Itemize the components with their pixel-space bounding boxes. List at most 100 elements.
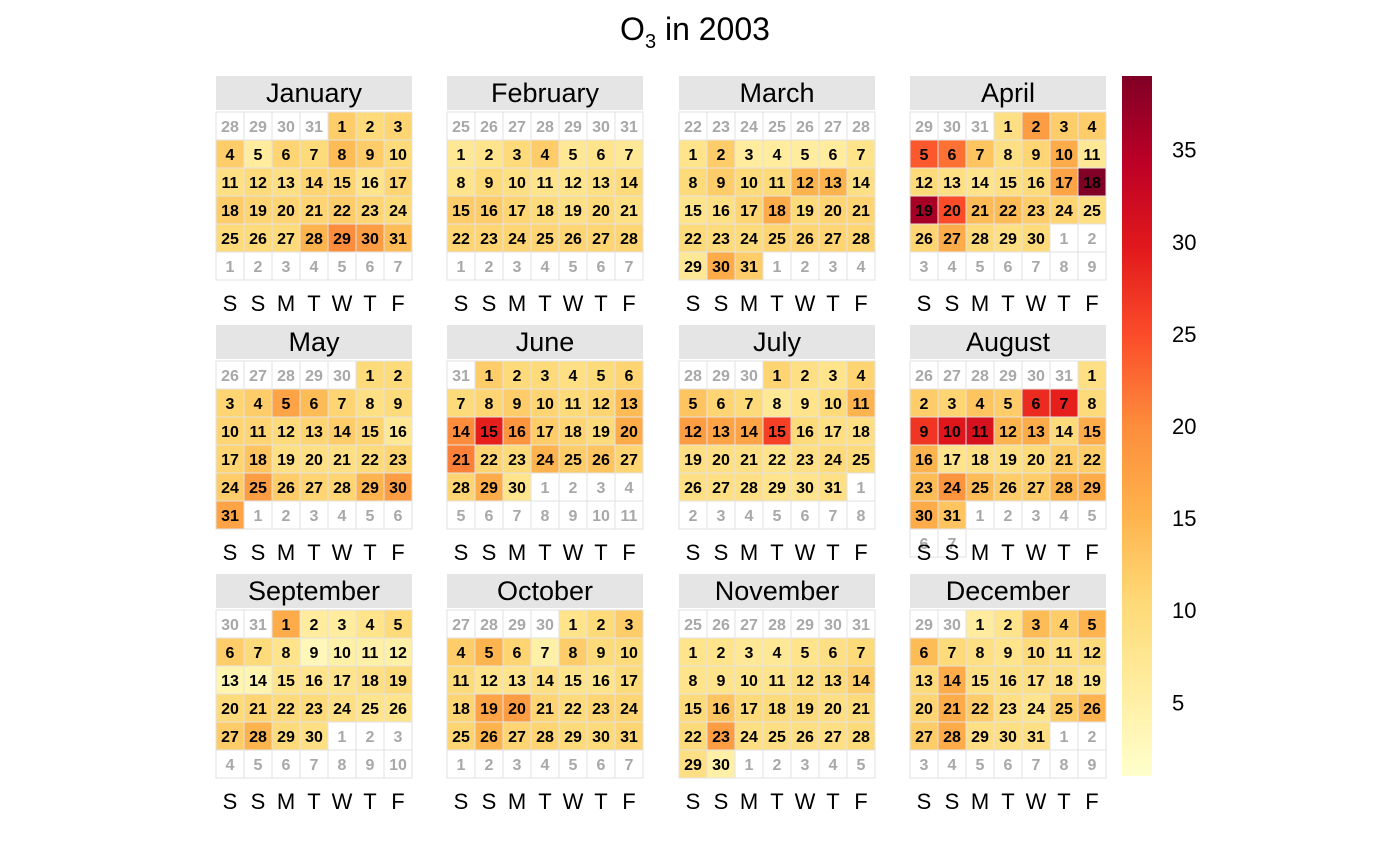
day-number: 31 [943,508,961,525]
day-number: 16 [999,673,1017,690]
day-number: 25 [361,701,379,718]
day-number: 30 [943,617,961,634]
weekday-label: W [563,291,584,316]
day-cell [1021,111,1051,141]
day-cell [678,388,708,418]
day-number: 9 [366,147,375,164]
day-number: 17 [389,175,407,192]
month-title-strip [216,76,412,110]
day-number: 2 [366,729,375,746]
day-number: 9 [366,757,375,774]
day-number: 2 [920,396,929,413]
day-cell [474,167,504,197]
day-number: 4 [745,508,754,525]
day-cell [614,693,644,723]
day-cell [909,693,939,723]
day-number: 16 [508,424,526,441]
month-title-strip [910,76,1106,110]
weekday-label: M [740,789,758,814]
adjacent-month-day-cell [762,749,792,779]
day-number: 13 [712,424,730,441]
day-cell [993,665,1023,695]
day-number: 2 [254,259,263,276]
day-number: 21 [249,701,267,718]
day-number: 10 [221,424,239,441]
day-number: 13 [305,424,323,441]
day-cell [271,195,301,225]
day-number: 17 [943,452,961,469]
day-number: 16 [712,203,730,220]
day-number: 23 [480,231,498,248]
day-number: 12 [1083,645,1101,662]
day-number: 10 [1055,147,1073,164]
weekday-label: S [454,789,469,814]
day-number: 24 [333,701,351,718]
day-number: 9 [597,645,606,662]
day-number: 9 [485,175,494,192]
day-number: 19 [480,701,498,718]
day-cell [1077,195,1107,225]
day-number: 30 [508,480,526,497]
day-cell [215,139,245,169]
day-number: 6 [513,645,522,662]
day-number: 27 [915,729,933,746]
weekday-label: S [945,540,960,565]
adjacent-month-day-cell [355,721,385,751]
weekday-label: M [971,789,989,814]
day-cell [1049,139,1079,169]
day-number: 4 [569,368,578,385]
day-number: 5 [485,645,494,662]
day-number: 11 [769,673,786,690]
day-number: 3 [920,259,929,276]
day-cell [243,388,273,418]
day-number: 7 [745,396,754,413]
adjacent-month-day-cell [502,251,532,281]
day-number: 25 [452,729,470,746]
day-number: 22 [277,701,295,718]
day-number: 25 [221,231,239,248]
month-title: June [516,327,575,357]
day-cell [1049,609,1079,639]
day-number: 16 [389,424,407,441]
day-cell [846,167,876,197]
day-cell [678,749,708,779]
day-cell [965,139,995,169]
day-number: 1 [689,147,698,164]
day-cell [327,167,357,197]
adjacent-month-day-cell [243,360,273,390]
day-number: 29 [915,119,933,136]
day-number: 15 [277,673,295,690]
adjacent-month-day-cell [383,749,413,779]
weekday-label: T [363,789,376,814]
day-number: 3 [801,757,810,774]
day-number: 1 [338,729,347,746]
month-title: April [981,78,1035,108]
day-cell [762,472,792,502]
adjacent-month-day-cell [1077,721,1107,751]
weekday-label: T [770,540,783,565]
day-number: 6 [282,757,291,774]
day-number: 5 [1088,617,1097,634]
day-number: 23 [712,119,730,136]
weekday-label: S [917,291,932,316]
day-number: 25 [684,617,702,634]
adjacent-month-day-cell [734,609,764,639]
adjacent-month-day-cell [383,251,413,281]
day-cell [734,167,764,197]
day-number: 21 [943,701,961,718]
adjacent-month-day-cell [790,251,820,281]
day-number: 2 [717,645,726,662]
day-number: 28 [536,119,554,136]
day-number: 22 [999,203,1017,220]
day-number: 4 [457,645,466,662]
day-cell [734,721,764,751]
day-number: 20 [1027,452,1045,469]
day-number: 8 [976,645,985,662]
day-cell [586,444,616,474]
day-number: 4 [226,147,235,164]
day-cell [734,251,764,281]
day-cell [271,609,301,639]
day-cell [299,693,329,723]
day-number: 4 [338,508,347,525]
